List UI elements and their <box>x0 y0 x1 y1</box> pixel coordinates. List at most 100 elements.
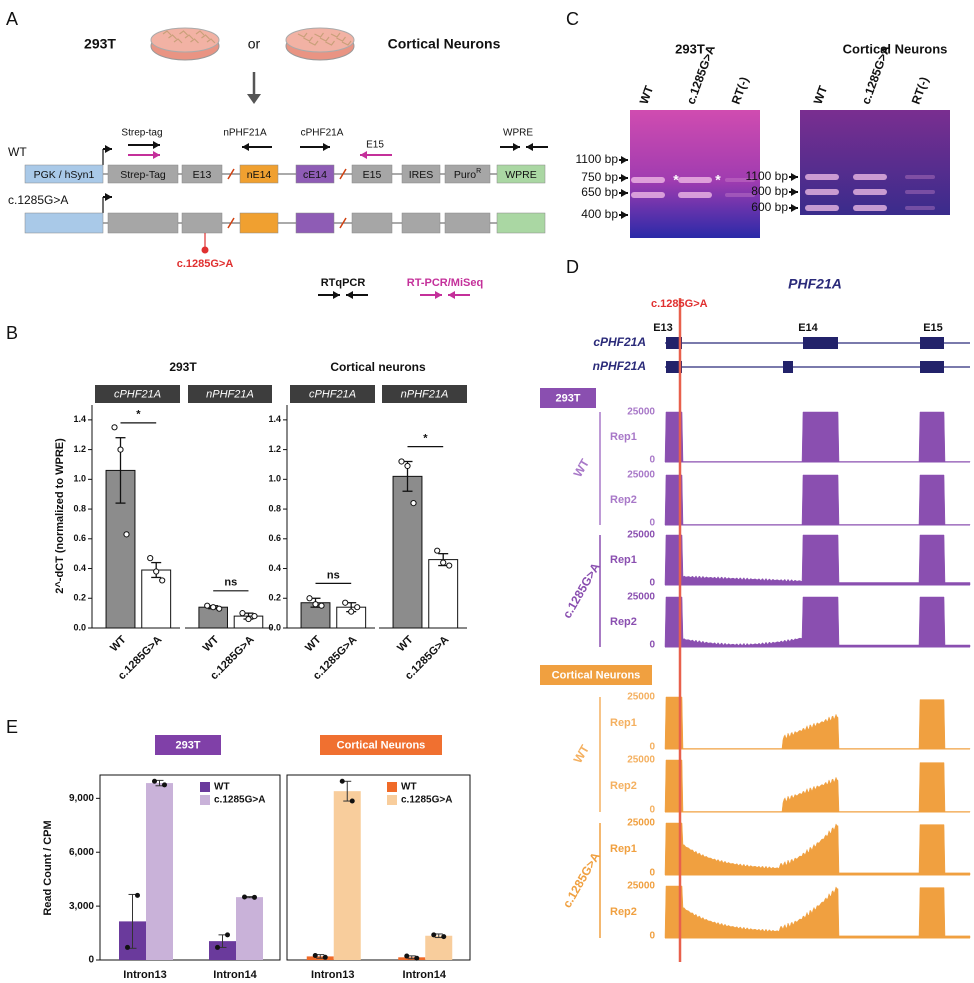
gel-band <box>805 189 839 195</box>
arrow-head <box>360 151 367 159</box>
cell-shape <box>195 30 205 36</box>
construct-element <box>24 164 104 184</box>
element-label: WPRE <box>505 169 537 181</box>
element-label: IRES <box>409 169 434 181</box>
data-point <box>318 602 325 609</box>
legend-label: c.1285G>A <box>214 795 265 806</box>
group-box <box>320 735 442 755</box>
size-label: 800 bp <box>751 184 788 198</box>
coverage-track <box>664 696 971 750</box>
gel-image <box>630 110 760 238</box>
coverage-track <box>664 596 971 648</box>
construct-element <box>181 164 223 184</box>
group-label: WT <box>571 456 593 480</box>
y-tick-label: 0.0 <box>268 622 281 632</box>
group-box <box>155 735 221 755</box>
lane-label: RT(-) <box>909 75 932 106</box>
construct-element <box>24 212 104 234</box>
gel-band <box>678 192 712 198</box>
size-label: 750 bp <box>581 170 618 184</box>
size-label: 650 bp <box>581 185 618 199</box>
plot-frame <box>99 774 281 961</box>
x-tick-label: Intron14 <box>403 969 447 981</box>
data-point <box>348 608 355 615</box>
data-point <box>210 604 217 611</box>
gel-band <box>805 205 839 211</box>
cell-shape <box>341 40 352 46</box>
construct-element <box>239 164 279 184</box>
primer-label: nPHF21A <box>223 128 267 139</box>
y-tick-label: 0 <box>88 955 94 966</box>
y-tick-label: 9,000 <box>69 793 94 804</box>
arrow-head <box>247 94 261 104</box>
element-label: PGK / hSyn1 <box>34 169 95 181</box>
legend-label: WT <box>401 782 417 793</box>
data-point <box>239 610 246 617</box>
element-label: E15 <box>363 169 382 181</box>
group-label: c.1285G>A <box>560 560 603 621</box>
cell-shape <box>297 32 308 38</box>
arrow-head <box>791 173 798 181</box>
arrow-head <box>333 291 340 299</box>
data-point <box>162 782 167 788</box>
x-tick-label: Intron14 <box>213 969 257 981</box>
x-tick-label: Intron13 <box>311 969 354 981</box>
y-tick-label: 1.0 <box>73 474 86 484</box>
y-axis-label: 2^-dCT (normalized to WPRE) <box>54 438 66 594</box>
data-point <box>306 595 313 602</box>
data-point <box>431 932 437 938</box>
construct-element <box>181 212 223 234</box>
element-label: PuroR <box>454 168 481 181</box>
construct-element <box>401 164 441 184</box>
panel-label: E <box>6 717 18 737</box>
break-mark <box>227 217 235 229</box>
gel-band <box>725 178 755 182</box>
break-mark <box>339 168 347 180</box>
gel-band <box>805 174 839 180</box>
gel-band <box>631 192 665 198</box>
header-label: cPHF21A <box>309 388 356 400</box>
gel-band <box>905 175 935 179</box>
significance-label: * <box>423 433 428 445</box>
header-box <box>290 385 375 403</box>
legend-swatch <box>200 782 210 792</box>
bar <box>428 559 459 629</box>
arrow-head <box>346 291 353 299</box>
data-point <box>410 500 417 507</box>
exon <box>803 337 838 349</box>
cell-shape <box>173 38 183 44</box>
size-label: 400 bp <box>581 207 618 221</box>
arrow-head <box>791 204 798 212</box>
track-tick-label: 25000 <box>627 755 655 766</box>
legend-swatch <box>387 782 397 792</box>
arrow-head <box>105 145 112 153</box>
bar <box>146 783 173 960</box>
construct-element <box>496 212 546 234</box>
cell-shape <box>162 30 172 36</box>
track-tick-label: 0 <box>649 518 655 529</box>
row-label: c.1285G>A <box>8 193 68 207</box>
y-tick-label: 1.0 <box>268 474 281 484</box>
data-point <box>414 955 420 961</box>
construct-element <box>107 212 179 234</box>
y-tick-label: 0.2 <box>268 593 281 603</box>
lane-label: RT(-) <box>729 75 752 106</box>
row-label: WT <box>8 145 27 159</box>
legend-label: RT-PCR/MiSeq <box>407 277 483 289</box>
cell-shape <box>206 38 216 44</box>
data-point <box>441 934 447 940</box>
construct-element <box>239 212 279 234</box>
y-tick-label: 0.0 <box>73 622 86 632</box>
data-point <box>225 932 230 938</box>
cell-shape <box>303 36 313 42</box>
coverage-track <box>664 534 971 586</box>
y-tick-label: 6,000 <box>69 847 94 858</box>
star-label: * <box>715 172 721 188</box>
data-point <box>215 944 220 950</box>
rep-label: Rep1 <box>610 717 637 729</box>
data-point <box>404 462 411 470</box>
gel-band <box>853 205 887 211</box>
transcript-label: cPHF21A <box>593 335 646 349</box>
arrow-head <box>242 143 249 151</box>
